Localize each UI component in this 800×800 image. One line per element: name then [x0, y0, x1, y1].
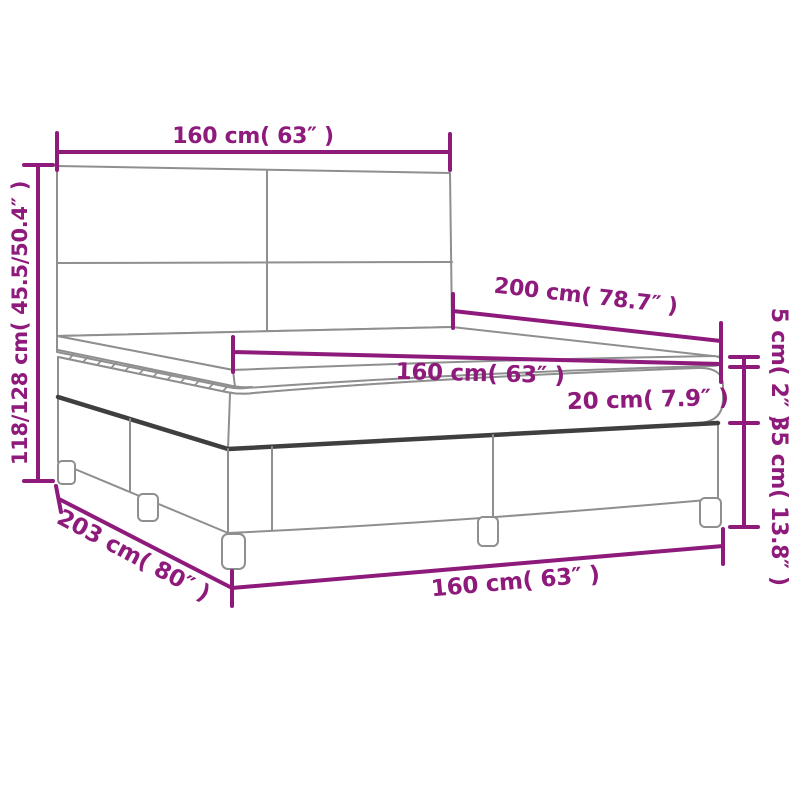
- mattress: [57, 356, 724, 450]
- dimension-line: [728, 355, 760, 529]
- dimension-line: [55, 131, 452, 172]
- bed-leg: [137, 493, 159, 522]
- dimension-label-base-height: 35 cm( 13.8″ ): [766, 416, 791, 586]
- dimension-right-heights: 5 cm( 2″ ) 35 cm( 13.8″ ): [728, 308, 791, 586]
- bed-leg: [699, 497, 722, 528]
- bed-leg: [57, 460, 76, 485]
- dimension-total-height: 118/128 cm( 45.5/50.4″ ): [8, 163, 55, 483]
- mattress-body: [57, 356, 724, 450]
- dimension-label-mattress-thickness: 20 cm( 7.9″ ): [567, 385, 729, 415]
- bed-leg: [477, 516, 499, 547]
- piping-top-line: [57, 349, 253, 389]
- dimension-label-mattress-length: 200 cm( 78.7″ ): [493, 274, 679, 320]
- headboard-front-panel: [56, 165, 453, 337]
- dimension-line: [54, 484, 234, 590]
- headboard-horizontal-divider: [56, 261, 453, 264]
- dimension-line: [230, 527, 725, 608]
- dimension-headboard-width: 160 cm( 63″ ): [55, 124, 452, 172]
- mattress-corner-edge: [227, 393, 231, 450]
- bed-legs: [57, 460, 722, 570]
- dimension-label-bed-length: 203 cm( 80″ ): [53, 505, 214, 607]
- piping-hatch-marks: [67, 353, 229, 393]
- dimension-label-total-height: 118/128 cm( 45.5/50.4″ ): [8, 181, 32, 465]
- dimension-mattress-width: 160 cm( 63″ ): [231, 335, 723, 389]
- dimension-line: [231, 335, 723, 384]
- bed-outline: [55, 165, 724, 570]
- dimension-label-headboard-width: 160 cm( 63″ ): [172, 124, 334, 149]
- dimension-label-mattress-width: 160 cm( 63″ ): [395, 359, 565, 389]
- headboard: [56, 165, 453, 337]
- dimension-line: [22, 163, 55, 483]
- bed-leg: [221, 533, 246, 570]
- dimension-label-topper-thickness: 5 cm( 2″ ): [766, 308, 791, 425]
